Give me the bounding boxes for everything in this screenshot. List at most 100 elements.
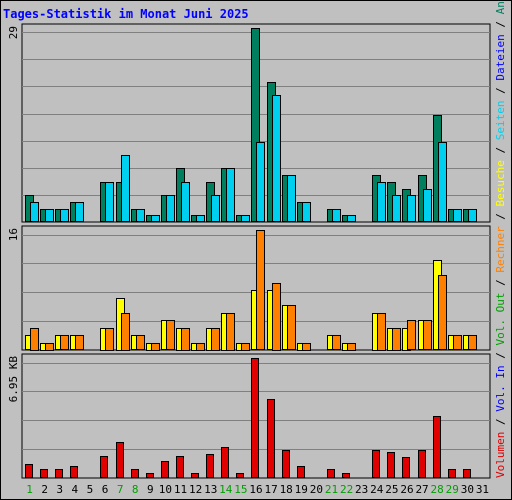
bar-volumen xyxy=(221,447,229,478)
bar-seiten xyxy=(468,209,477,222)
x-tick-label: 14 xyxy=(219,483,233,496)
x-tick-label: 7 xyxy=(117,483,124,496)
bar-seiten xyxy=(287,175,296,222)
bar-seiten xyxy=(377,182,386,222)
bar-seiten xyxy=(226,168,235,222)
bar-anfragen xyxy=(251,28,260,222)
x-tick-label: 4 xyxy=(72,483,79,496)
y-max-label: 16 xyxy=(7,228,20,241)
bar-seiten xyxy=(332,209,341,222)
x-tick-label: 30 xyxy=(461,483,474,496)
x-tick-label: 6 xyxy=(102,483,109,496)
x-tick-label: 29 xyxy=(446,483,459,496)
x-tick-label: 10 xyxy=(159,483,172,496)
x-tick-label: 21 xyxy=(325,483,338,496)
bar-rechner xyxy=(136,335,145,350)
bar-volumen xyxy=(402,457,410,478)
x-tick-label: 9 xyxy=(147,483,154,496)
bar-volumen xyxy=(100,456,108,478)
bar-seiten xyxy=(166,195,175,222)
x-tick-label: 25 xyxy=(385,483,398,496)
bar-volumen xyxy=(131,469,139,478)
bar-rechner xyxy=(105,328,114,351)
bar-seiten xyxy=(241,215,250,222)
bar-rechner xyxy=(196,343,205,351)
bar-rechner xyxy=(302,343,311,351)
bar-volumen xyxy=(372,450,380,478)
bar-rechner xyxy=(211,328,220,351)
bar-rechner xyxy=(453,335,462,350)
bar-seiten xyxy=(75,202,84,222)
bar-rechner xyxy=(226,313,235,351)
bar-volumen xyxy=(297,466,305,478)
bar-seiten xyxy=(211,195,220,222)
y-max-label: 29 xyxy=(7,26,20,39)
x-tick-label: 3 xyxy=(56,483,63,496)
bar-volumen xyxy=(25,464,33,478)
x-tick-label: 20 xyxy=(310,483,323,496)
x-tick-label: 23 xyxy=(355,483,368,496)
bar-rechner xyxy=(407,320,416,350)
bar-rechner xyxy=(30,328,39,351)
legend-item: Volumen xyxy=(494,432,507,478)
x-tick-label: 28 xyxy=(431,483,444,496)
legend-item: / xyxy=(494,273,507,293)
bar-rechner xyxy=(75,335,84,350)
bar-volumen xyxy=(176,456,184,478)
bar-volumen xyxy=(206,454,214,478)
bar-seiten xyxy=(256,142,265,222)
bar-volumen xyxy=(282,450,290,478)
bar-rechner xyxy=(347,343,356,351)
bar-seiten xyxy=(121,155,130,222)
bar-seiten xyxy=(60,209,69,222)
bar-seiten xyxy=(45,209,54,222)
legend-item: Vol. In xyxy=(494,365,507,411)
bar-volumen xyxy=(251,358,259,478)
bar-rechner xyxy=(45,343,54,351)
bar-rechner xyxy=(181,328,190,351)
bar-volumen xyxy=(327,469,335,478)
legend-item: / xyxy=(494,346,507,366)
bar-rechner xyxy=(332,335,341,350)
bar-volumen xyxy=(448,469,456,478)
x-tick-label: 8 xyxy=(132,483,139,496)
bar-volumen xyxy=(40,469,48,478)
legend-item: Dateien xyxy=(494,34,507,80)
y-max-label: 6.95 KB xyxy=(7,356,20,403)
bar-rechner xyxy=(377,313,386,351)
bar-volumen xyxy=(433,416,441,478)
bar-seiten xyxy=(151,215,160,222)
x-tick-label: 1 xyxy=(26,483,33,496)
legend-item: / xyxy=(494,206,507,226)
bar-volumen xyxy=(55,469,63,478)
bar-seiten xyxy=(438,142,447,222)
legend-item: Besuche xyxy=(494,160,507,206)
x-tick-label: 27 xyxy=(415,483,428,496)
bar-volumen xyxy=(267,399,275,478)
bar-rechner xyxy=(438,275,447,350)
legend: Volumen / Vol. In / Vol. Out / Rechner /… xyxy=(494,0,507,478)
bar-seiten xyxy=(423,189,432,222)
bar-volumen xyxy=(116,442,124,478)
bar-volumen xyxy=(161,461,169,478)
bar-volumen xyxy=(191,473,199,478)
bar-seiten xyxy=(196,215,205,222)
x-tick-label: 12 xyxy=(189,483,202,496)
bar-volumen xyxy=(70,466,78,478)
bar-seiten xyxy=(136,209,145,222)
bar-volumen xyxy=(387,452,395,478)
legend-item: Vol. Out xyxy=(494,293,507,346)
legend-item: / xyxy=(494,81,507,101)
bar-seiten xyxy=(302,202,311,222)
legend-item: / xyxy=(494,14,507,34)
bar-seiten xyxy=(347,215,356,222)
x-tick-label: 11 xyxy=(174,483,187,496)
bar-rechner xyxy=(468,335,477,350)
bar-seiten xyxy=(272,95,281,222)
bar-rechner xyxy=(423,320,432,350)
x-tick-label: 19 xyxy=(295,483,308,496)
x-tick-label: 22 xyxy=(340,483,353,496)
bar-volumen xyxy=(342,473,350,478)
